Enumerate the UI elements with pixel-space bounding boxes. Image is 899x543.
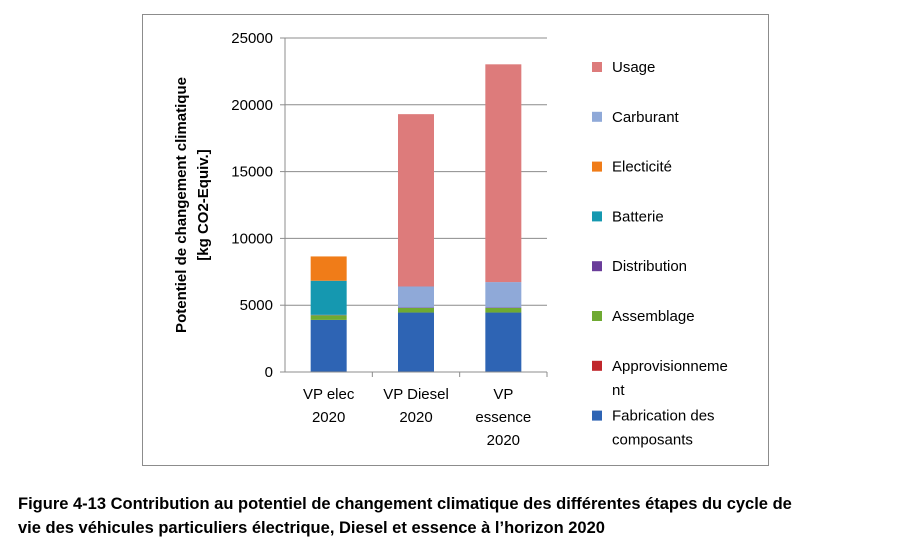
legend-label-line: Approvisionneme xyxy=(612,358,728,375)
y-tick-label: 5000 xyxy=(240,297,273,314)
legend-label-line: Electicité xyxy=(612,159,672,176)
figure-caption: Figure 4-13 Contribution au potentiel de… xyxy=(18,492,893,540)
bar-segment-7-1 xyxy=(398,114,434,287)
y-tick-labels: 0 5000 10000 15000 20000 25000 xyxy=(231,30,273,381)
category-label-line: VP xyxy=(493,386,513,403)
y-tick-label: 25000 xyxy=(231,30,273,47)
category-labels: VP elec 2020 VP Diesel 2020 VP essence 2020 xyxy=(303,386,531,449)
y-tick-label: 20000 xyxy=(231,97,273,114)
legend-label: Fabrication des composants xyxy=(612,408,715,449)
legend-label: Usage xyxy=(612,59,655,76)
legend-label: Distribution xyxy=(612,258,687,275)
legend-label: Batterie xyxy=(612,208,664,225)
category-label-line: 2020 xyxy=(487,432,520,449)
bar-segment-2-1 xyxy=(398,307,434,313)
legend-label-line: Distribution xyxy=(612,258,687,275)
legend-swatch xyxy=(592,311,602,321)
axes xyxy=(280,37,548,377)
legend-label-line: Carburant xyxy=(612,109,680,126)
y-tick-label: 0 xyxy=(265,364,273,381)
legend-label: Assemblage xyxy=(612,308,695,325)
y-axis-title-line: Potentiel de changement climatique xyxy=(173,77,190,333)
category-label-line: VP elec xyxy=(303,386,355,403)
y-tick-label: 10000 xyxy=(231,230,273,247)
legend-swatch xyxy=(592,62,602,72)
legend-label-line: nt xyxy=(612,382,625,399)
bar-segment-5-0 xyxy=(310,256,347,281)
bar-segment-7-2 xyxy=(485,64,522,283)
legend-swatch xyxy=(592,261,602,272)
category-label-line: VP Diesel xyxy=(383,386,449,403)
chart-frame: 0 5000 10000 15000 20000 25000 VP elec 2020 VP … xyxy=(142,14,769,466)
y-axis-title-line: [kg CO2-Equiv.] xyxy=(195,149,212,260)
bar-segment-2-2 xyxy=(485,307,522,313)
legend-swatch xyxy=(592,360,602,371)
bar-segment-0-0 xyxy=(310,319,347,372)
legend-label-line: Fabrication des xyxy=(612,408,715,425)
bar-segment-0-1 xyxy=(398,312,434,372)
legend-swatch xyxy=(592,211,602,222)
bar-segment-0-2 xyxy=(485,312,522,372)
y-axis-title: Potentiel de changement climatique [kg CO… xyxy=(173,77,212,333)
category-label: VP Diesel 2020 xyxy=(383,386,449,426)
legend-label: Carburant xyxy=(612,109,680,126)
bars xyxy=(310,64,522,372)
legend: Usage Carburant Electicité Batterie Distribu… xyxy=(592,59,728,449)
category-label-line: 2020 xyxy=(399,409,432,426)
category-label-line: essence xyxy=(475,409,531,426)
y-tick-label: 15000 xyxy=(231,164,273,181)
legend-label-line: composants xyxy=(612,432,693,449)
bar-segment-6-2 xyxy=(485,282,522,308)
y-axis-label: Potentiel de changement climatique [kg CO… xyxy=(173,77,212,333)
category-label-line: 2020 xyxy=(312,409,345,426)
legend-swatch xyxy=(592,410,602,421)
caption-line-2: vie des véhicules particuliers électriqu… xyxy=(18,519,605,537)
bar-segment-4-0 xyxy=(310,280,347,315)
legend-label: Electicité xyxy=(612,159,672,176)
bar-segment-2-0 xyxy=(310,315,347,320)
legend-swatch xyxy=(592,161,602,172)
legend-label-line: Batterie xyxy=(612,208,664,225)
legend-swatch xyxy=(592,111,602,122)
category-label: VP essence 2020 xyxy=(475,386,531,449)
legend-label-line: Assemblage xyxy=(612,308,695,325)
caption-line-1: Figure 4-13 Contribution au potentiel de… xyxy=(18,495,792,513)
category-label: VP elec 2020 xyxy=(303,386,355,426)
bar-segment-6-1 xyxy=(398,286,434,308)
legend-label: Approvisionneme nt xyxy=(612,358,728,399)
legend-label-line: Usage xyxy=(612,59,655,76)
